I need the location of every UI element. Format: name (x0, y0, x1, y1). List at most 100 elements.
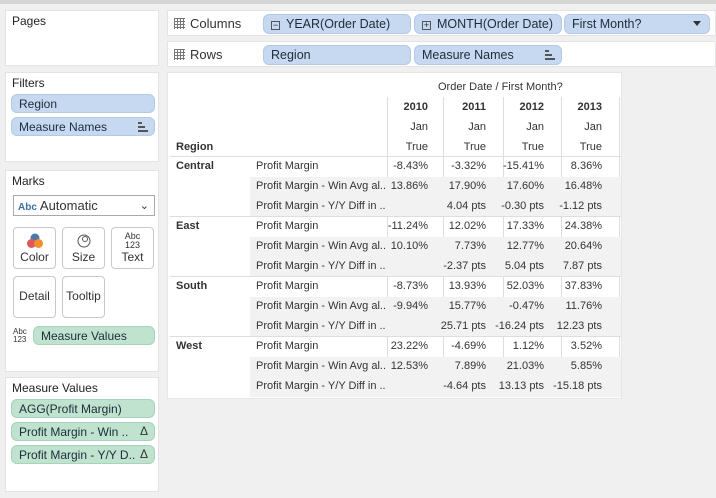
filter-pill-label: Region (19, 97, 58, 111)
measure-values-type-icon: Abc 123 (13, 328, 27, 344)
table-cell: 17.33% (506, 220, 544, 232)
sort-icon (138, 122, 148, 132)
month-header: Jan (468, 121, 486, 133)
detail-button[interactable]: Detail (13, 276, 56, 318)
first-month-header: True (463, 141, 486, 153)
expand-icon[interactable]: + (422, 20, 431, 30)
filter-pill-measure-names[interactable]: Measure Names (11, 117, 155, 136)
table-cell: 13.86% (390, 180, 428, 192)
size-icon (63, 232, 104, 250)
table-cell: 4.04 pts (446, 200, 486, 212)
measure-values-pill[interactable]: Measure Values (33, 326, 155, 345)
measure-name-label: Profit Margin - Y/Y Diff in .. (256, 260, 386, 272)
rows-pill-label: Region (271, 48, 311, 62)
columns-pill-label: YEAR(Order Date) (286, 17, 391, 31)
year-header: 2011 (462, 101, 486, 113)
filters-panel: Filters Region Measure Names (5, 72, 159, 162)
measure-pill-agg-profit-margin[interactable]: AGG(Profit Margin) (11, 399, 155, 418)
row-band (250, 197, 621, 217)
detail-label: Detail (19, 289, 50, 303)
measure-pill-label: AGG(Profit Margin) (19, 402, 122, 416)
columns-pill-year[interactable]: − YEAR(Order Date) (263, 14, 411, 34)
text-icon-top: Abc (124, 231, 141, 241)
measure-name-label: Profit Margin - Y/Y Diff in .. (256, 380, 386, 392)
columns-pill-first-month[interactable]: First Month? (564, 14, 710, 34)
table-cell: 11.76% (565, 300, 603, 312)
table-cell: 12.53% (390, 360, 428, 372)
year-header: 2013 (577, 101, 602, 113)
month-header: Jan (584, 121, 602, 133)
rows-pill-region[interactable]: Region (263, 45, 411, 65)
table-cell: 5.85% (570, 360, 602, 372)
measure-pill-win-avg[interactable]: Profit Margin - Win .. Δ (11, 422, 155, 441)
marks-panel: Marks Abc Automatic ⌄ Color Size Abc 123 … (5, 170, 159, 372)
pages-title: Pages (12, 14, 47, 28)
row-band (250, 177, 621, 197)
region-header: Region (176, 141, 214, 153)
mark-type-dropdown[interactable]: Abc Automatic ⌄ (13, 195, 155, 216)
table-cell: 23.22% (390, 340, 428, 352)
measure-name-label: Profit Margin (256, 340, 319, 352)
region-label: Central (176, 160, 214, 172)
mark-type-value: Automatic (39, 198, 98, 213)
table-cell: 8.36% (570, 160, 602, 172)
delta-icon: Δ (139, 424, 148, 438)
table-cell: 16.48% (564, 180, 602, 192)
month-header: Jan (526, 121, 544, 133)
table-cell: 3.52% (570, 340, 602, 352)
table-cell: -2.37 pts (443, 260, 486, 272)
table-cell: 24.38% (564, 220, 602, 232)
first-month-header: True (405, 141, 428, 153)
filters-title: Filters (12, 76, 45, 90)
crosstab-view[interactable]: Order Date / First Month? Region 2010 Jan… (167, 72, 622, 399)
table-cell: 37.83% (564, 280, 602, 292)
columns-grid-icon (174, 18, 185, 29)
measure-pill-yy-diff[interactable]: Profit Margin - Y/Y D.. Δ (11, 445, 155, 464)
text-label: Text (121, 250, 144, 264)
table-cell: 10.10% (390, 240, 428, 252)
table-cell: -16.24 pts (495, 320, 544, 332)
table-cell: -8.43% (393, 160, 428, 172)
rows-pill-measure-names[interactable]: Measure Names (414, 45, 562, 65)
size-button[interactable]: Size (62, 227, 105, 269)
rows-shelf[interactable]: Rows Region Measure Names (167, 41, 716, 67)
columns-shelf[interactable]: Columns − YEAR(Order Date) + MONTH(Order D… (167, 10, 716, 36)
row-band (250, 317, 621, 337)
table-cell: 21.03% (506, 360, 544, 372)
table-cell: 1.12% (512, 340, 544, 352)
chevron-down-icon[interactable] (693, 21, 701, 26)
table-cell: -0.47% (509, 300, 544, 312)
color-label: Color (20, 250, 49, 264)
table-cell: 13.13 pts (498, 380, 544, 392)
table-cell: 7.89% (454, 360, 486, 372)
region-label: South (176, 280, 208, 292)
chevron-down-icon: ⌄ (139, 200, 149, 212)
table-cell: -15.18 pts (553, 380, 602, 392)
table-cell: -4.69% (451, 340, 486, 352)
row-band (250, 297, 621, 317)
rows-grid-icon (174, 49, 185, 60)
tooltip-button[interactable]: Tooltip (62, 276, 105, 318)
row-band (250, 377, 621, 397)
color-button[interactable]: Color (13, 227, 56, 269)
filter-pill-region[interactable]: Region (11, 94, 155, 113)
measure-name-label: Profit Margin - Win Avg al.. (256, 300, 386, 312)
first-month-header: True (521, 141, 544, 153)
tooltip-label: Tooltip (66, 289, 101, 303)
first-month-header: True (579, 141, 602, 153)
measure-name-label: Profit Margin - Win Avg al.. (256, 180, 386, 192)
table-cell: -8.73% (393, 280, 428, 292)
columns-pill-month[interactable]: + MONTH(Order Date) (414, 14, 562, 34)
collapse-icon[interactable]: − (271, 20, 280, 30)
measure-values-panel: Measure Values AGG(Profit Margin) Profit… (5, 377, 159, 492)
table-cell: -1.12 pts (559, 200, 602, 212)
columns-pill-label: MONTH(Order Date) (437, 17, 553, 31)
text-button[interactable]: Abc 123 Text (111, 227, 154, 269)
measure-values-pill-label: Measure Values (41, 329, 127, 343)
table-cell: -3.32% (451, 160, 486, 172)
table-cell: 12.23 pts (556, 320, 602, 332)
measure-pill-label: Profit Margin - Win .. (19, 425, 129, 439)
rows-pill-label: Measure Names (422, 48, 514, 62)
table-cell: 13.93% (448, 280, 486, 292)
table-cell: -0.30 pts (501, 200, 544, 212)
